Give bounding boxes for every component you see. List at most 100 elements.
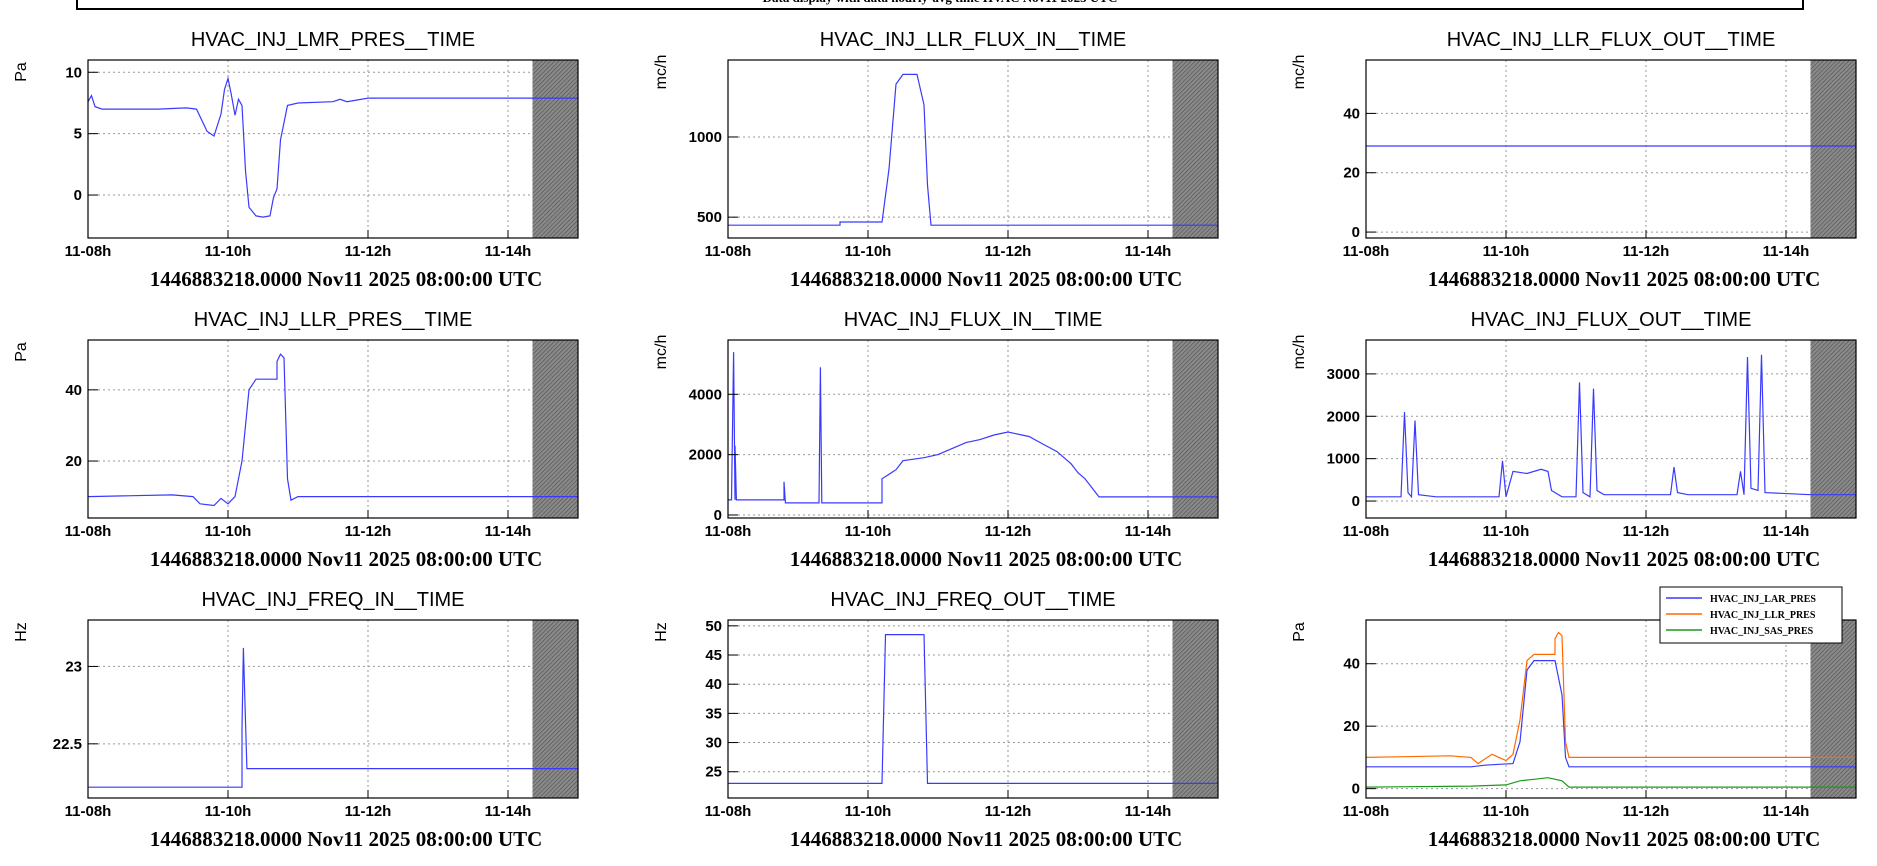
plot-area [1366, 340, 1856, 518]
y-tick-label: 0 [74, 187, 82, 204]
y-tick-label: 40 [705, 676, 722, 693]
y-tick-label: 22.5 [53, 736, 82, 753]
y-tick-label: 40 [65, 382, 82, 399]
x-tick-label: 11-10h [1483, 243, 1530, 260]
no-data-region [1810, 340, 1856, 518]
y-tick-label: 20 [65, 453, 82, 470]
x-tick-label: 11-10h [205, 803, 252, 820]
chart-panel-1: HVAC_INJ_LMR_PRES__TIME Pa 11-08h 11-10h 11-… [13, 29, 579, 291]
series-line-2 [1365, 631, 1856, 765]
x-tick-label: 11-08h [705, 523, 752, 540]
y-tick-label: 50 [705, 618, 722, 635]
y-tick-label: 0 [714, 507, 722, 524]
chart-panel-6: HVAC_INJ_FLUX_OUT__TIME mc/h 11-08h 11-10h 1… [1291, 309, 1857, 571]
plot-frame [1365, 619, 1857, 799]
y-tick-label: 25 [705, 764, 722, 781]
no-data-region [1810, 620, 1856, 798]
x-axis-label: 1446883218.0000 Nov11 2025 08:00:00 UTC [790, 827, 1183, 851]
plot-area [728, 340, 1218, 518]
x-axis-label: 1446883218.0000 Nov11 2025 08:00:00 UTC [790, 267, 1183, 291]
chart-title: HVAC_INJ_FREQ_IN__TIME [201, 589, 464, 611]
no-data-region [1810, 60, 1856, 238]
chart-panel-9: Pa 11-08h 11-10h 11-12h 11-14h 0 20 40 144688321… [1291, 586, 1857, 851]
x-axis-label: 1446883218.0000 Nov11 2025 08:00:00 UTC [150, 267, 543, 291]
y-tick-label: 45 [705, 647, 722, 664]
y-tick-label: 35 [705, 705, 722, 722]
series-line-1 [728, 352, 1218, 504]
y-tick-label: 0 [1352, 781, 1360, 798]
x-tick-label: 11-08h [705, 803, 752, 820]
y-tick-label: 40 [1343, 656, 1360, 673]
plot-frame [1365, 59, 1857, 239]
no-data-region [532, 60, 578, 238]
y-axis-label: Pa [13, 62, 30, 82]
plot-frame [1365, 339, 1857, 519]
plot-area [728, 620, 1218, 798]
y-tick-label: 4000 [689, 386, 722, 403]
x-tick-label: 11-12h [985, 803, 1032, 820]
series-line-1 [1366, 660, 1856, 768]
chart-title: HVAC_INJ_LLR_FLUX_IN__TIME [820, 29, 1126, 51]
x-tick-label: 11-14h [485, 803, 532, 820]
x-tick-label: 11-08h [1343, 523, 1390, 540]
plot-frame [87, 339, 579, 519]
y-tick-label: 40 [1343, 105, 1360, 122]
plot-area [88, 620, 578, 798]
chart-panel-7: HVAC_INJ_FREQ_IN__TIME Hz 11-08h 11-10h 11-1… [13, 589, 579, 851]
plot-area [88, 340, 578, 518]
x-tick-label: 11-14h [1763, 523, 1810, 540]
x-tick-label: 11-10h [205, 243, 252, 260]
x-tick-label: 11-14h [485, 243, 532, 260]
plot-area [1366, 60, 1856, 238]
x-tick-label: 11-10h [1483, 803, 1530, 820]
x-tick-label: 11-08h [705, 243, 752, 260]
plot-frame [87, 59, 579, 239]
series-line-1 [87, 353, 578, 507]
x-tick-label: 11-10h [205, 523, 252, 540]
plot-area [728, 60, 1218, 238]
x-axis-label: 1446883218.0000 Nov11 2025 08:00:00 UTC [150, 547, 543, 571]
chart-title: HVAC_INJ_FLUX_IN__TIME [844, 309, 1103, 331]
page-banner: Data display with data hourly-avg time H… [76, 0, 1804, 10]
y-tick-label: 10 [65, 64, 82, 81]
y-axis-label: mc/h [653, 55, 670, 90]
plot-area [1366, 620, 1856, 798]
chart-title: HVAC_INJ_FREQ_OUT__TIME [830, 589, 1115, 611]
x-tick-label: 11-14h [485, 523, 532, 540]
no-data-region [1172, 620, 1218, 798]
x-tick-label: 11-10h [845, 803, 892, 820]
y-axis-label: Hz [13, 622, 30, 642]
y-tick-label: 2000 [689, 447, 722, 464]
x-tick-label: 11-10h [845, 523, 892, 540]
x-tick-label: 11-12h [1623, 243, 1670, 260]
x-axis-label: 1446883218.0000 Nov11 2025 08:00:00 UTC [1428, 547, 1821, 571]
y-axis-label: mc/h [1291, 55, 1308, 90]
legend-label-3: HVAC_INJ_SAS_PRES [1710, 626, 1814, 637]
x-tick-label: 11-14h [1125, 243, 1172, 260]
x-tick-label: 11-10h [845, 243, 892, 260]
chart-title: HVAC_INJ_FLUX_OUT__TIME [1471, 309, 1752, 331]
chart-panel-2: HVAC_INJ_LLR_FLUX_IN__TIME mc/h 11-08h 11-1… [653, 29, 1219, 291]
plot-frame [727, 339, 1219, 519]
x-tick-label: 11-14h [1763, 243, 1810, 260]
legend-label-1: HVAC_INJ_LAR_PRES [1710, 594, 1816, 605]
chart-panel-3: HVAC_INJ_LLR_FLUX_OUT__TIME mc/h 11-08h 11-… [1291, 29, 1857, 291]
x-tick-label: 11-12h [1623, 523, 1670, 540]
chart-legend: HVAC_INJ_LAR_PRES HVAC_INJ_LLR_PRES HVAC_I… [1659, 586, 1843, 644]
x-tick-label: 11-14h [1763, 803, 1810, 820]
x-tick-label: 11-12h [345, 803, 392, 820]
x-axis-label: 1446883218.0000 Nov11 2025 08:00:00 UTC [1428, 267, 1821, 291]
y-tick-label: 5 [74, 126, 82, 143]
series-line-1 [88, 647, 578, 788]
x-tick-label: 11-10h [1483, 523, 1530, 540]
no-data-region [532, 340, 578, 518]
x-tick-label: 11-08h [65, 523, 112, 540]
x-axis-label: 1446883218.0000 Nov11 2025 08:00:00 UTC [1428, 827, 1821, 851]
y-tick-label: 20 [1343, 165, 1360, 182]
y-axis-label: mc/h [1291, 335, 1308, 370]
x-tick-label: 11-08h [1343, 803, 1390, 820]
y-axis-label: Pa [13, 342, 30, 362]
x-axis-label: 1446883218.0000 Nov11 2025 08:00:00 UTC [790, 547, 1183, 571]
plot-frame [727, 59, 1219, 239]
x-tick-label: 11-12h [1623, 803, 1670, 820]
